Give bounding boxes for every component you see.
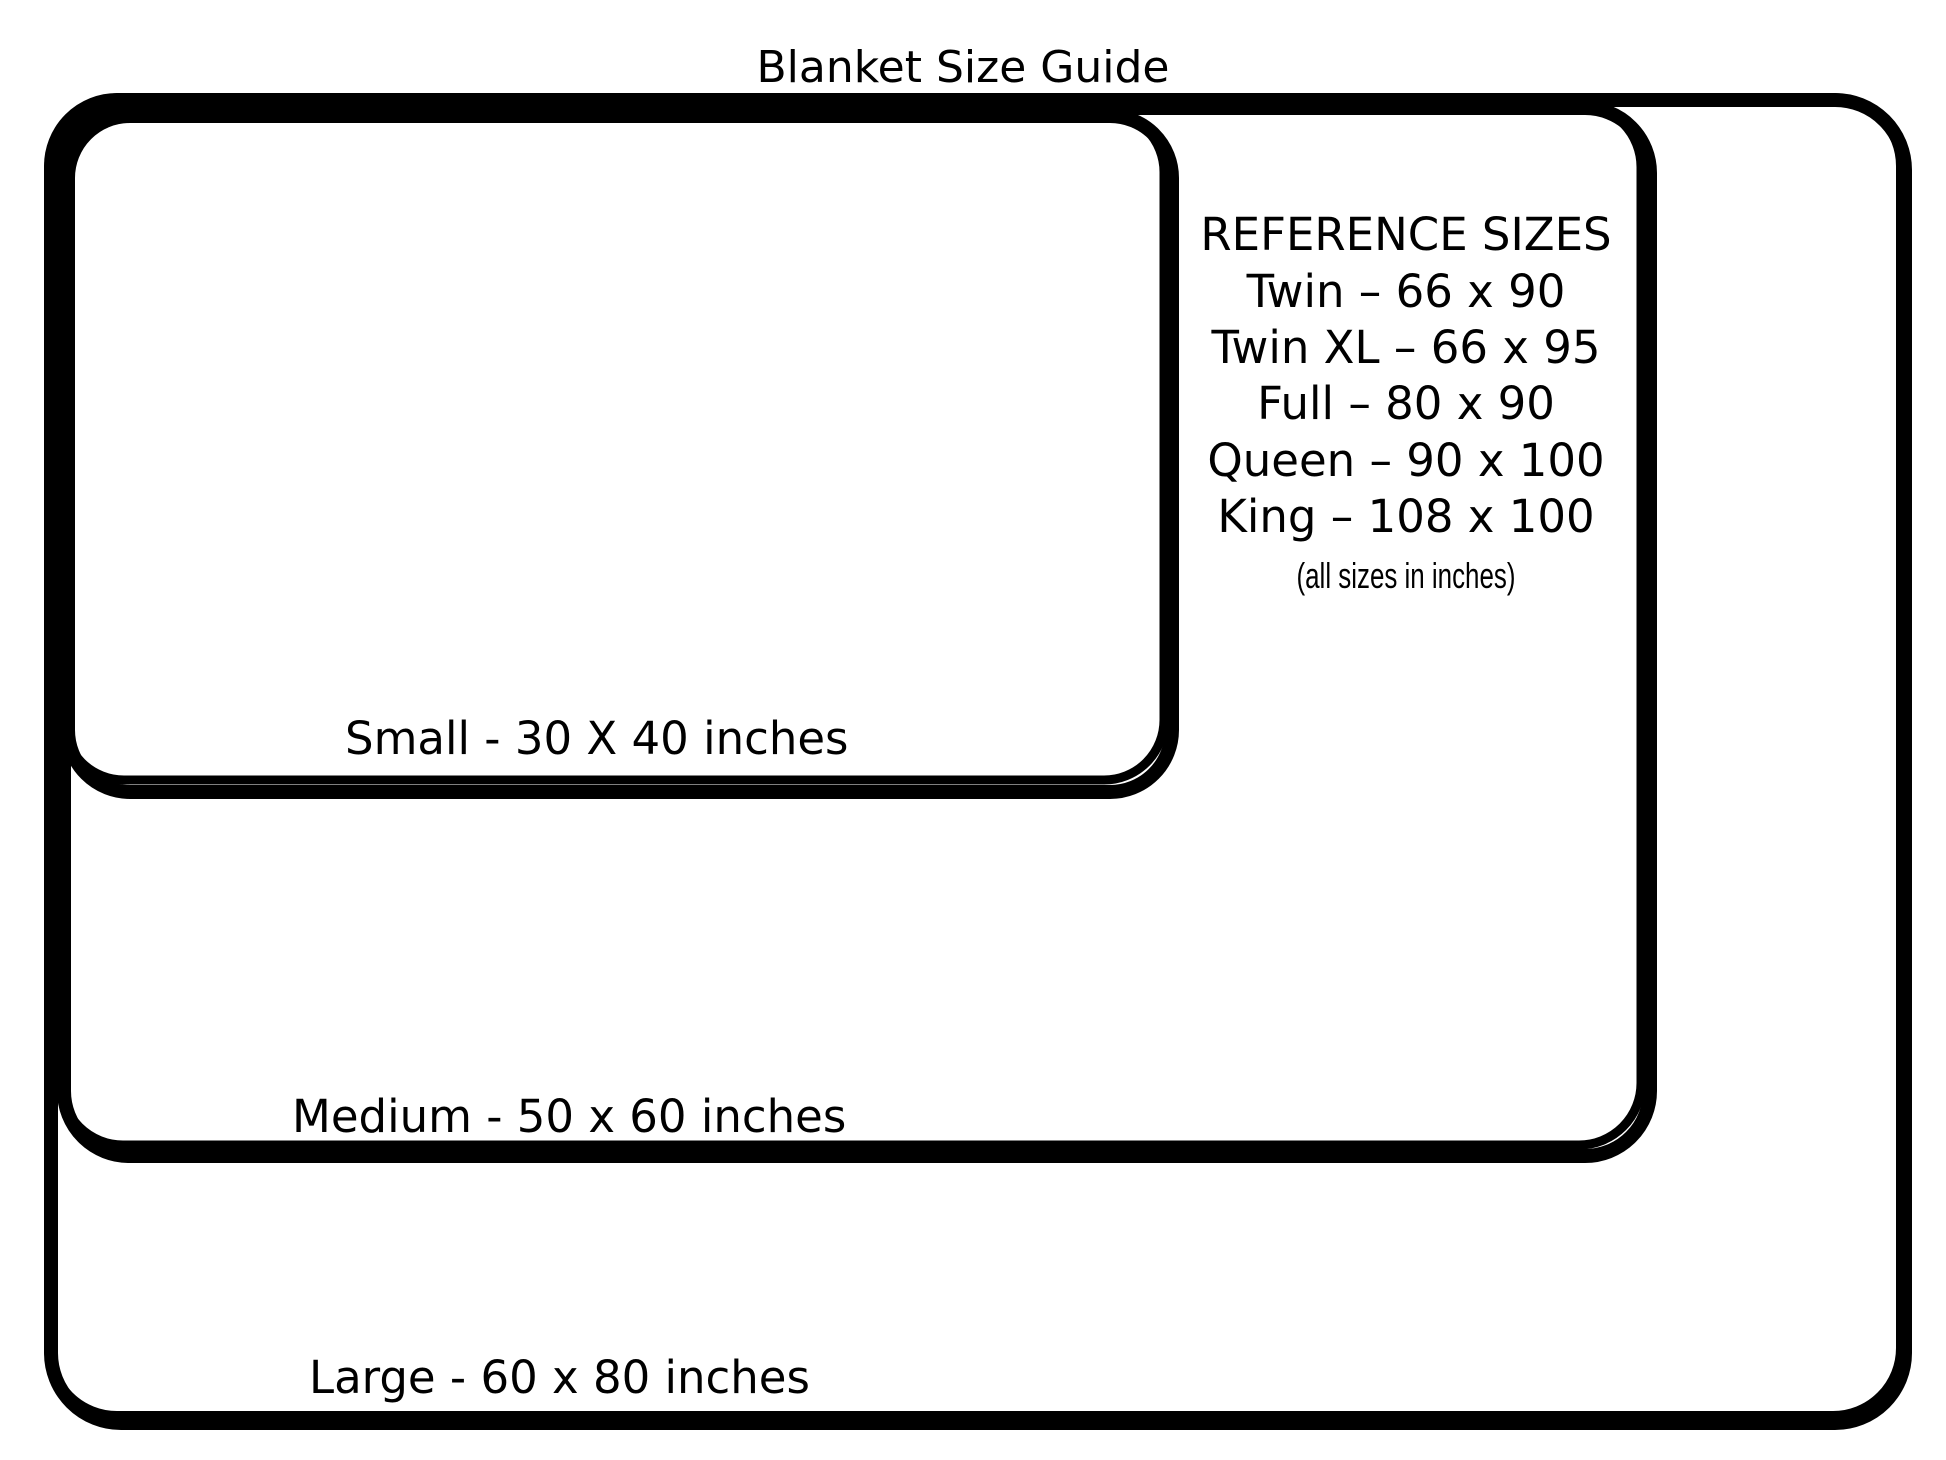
small-size-label: Small - 30 X 40 inches (345, 712, 849, 765)
reference-heading: REFERENCE SIZES (1200, 208, 1612, 261)
reference-item-twin: Twin – 66 x 90 (1246, 265, 1566, 318)
reference-note: (all sizes in inches) (1296, 555, 1516, 596)
reference-item-full: Full – 80 x 90 (1257, 377, 1555, 430)
page-title: Blanket Size Guide (756, 42, 1170, 93)
reference-item-king: King – 108 x 100 (1217, 490, 1595, 543)
medium-size-label: Medium - 50 x 60 inches (292, 1090, 847, 1143)
large-size-label: Large - 60 x 80 inches (309, 1351, 810, 1404)
medium-blanket-outline (56, 100, 1657, 1163)
reference-item-queen: Queen – 90 x 100 (1207, 434, 1605, 487)
reference-item-twin-xl: Twin XL – 66 x 95 (1211, 321, 1601, 374)
small-blanket-outline (59, 107, 1179, 799)
large-blanket-outline (44, 93, 1912, 1430)
